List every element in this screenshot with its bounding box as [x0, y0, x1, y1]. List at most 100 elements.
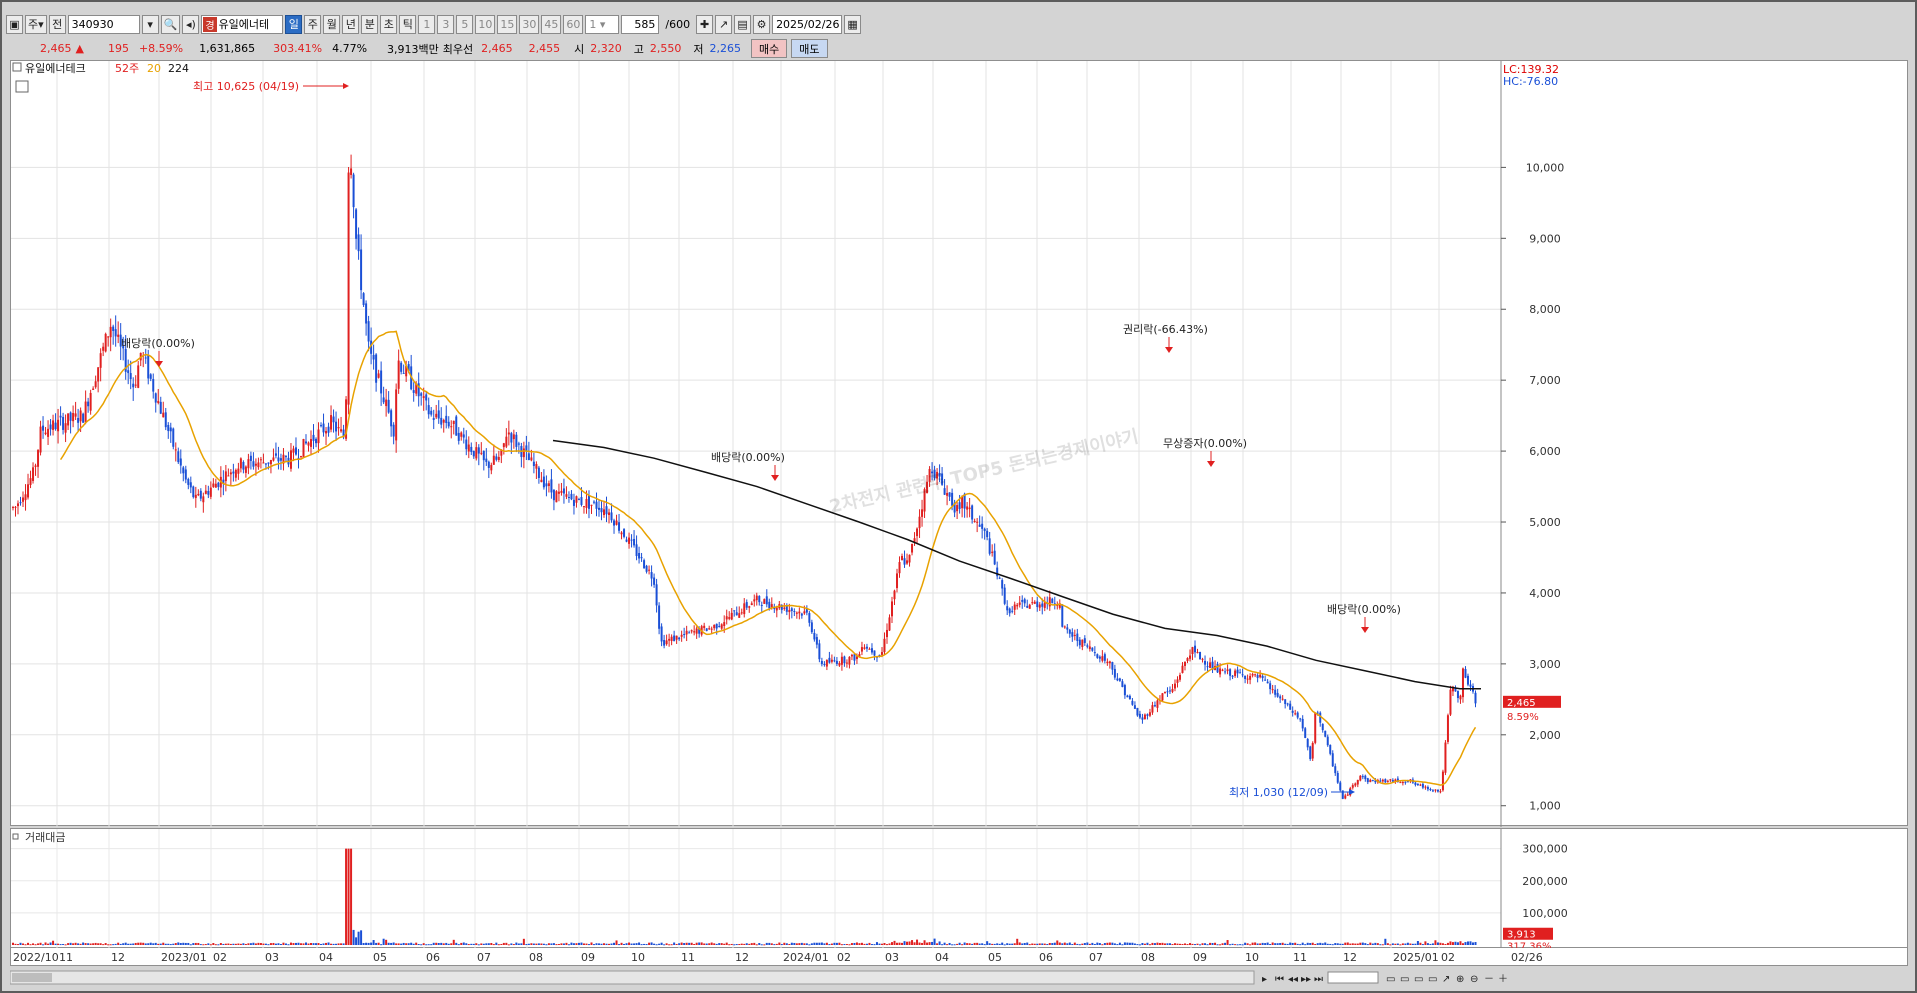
minute-60-button[interactable]: 60: [563, 14, 584, 34]
candle-body: [104, 333, 107, 352]
buy-button[interactable]: 매수: [751, 39, 788, 58]
candle-body: [1254, 674, 1257, 676]
volume-bar: [502, 942, 505, 945]
candle-body: [1416, 783, 1419, 785]
volume-bar: [64, 944, 67, 946]
period-prefix-select[interactable]: 주 ▾: [25, 14, 47, 34]
period-year-button[interactable]: 년: [342, 14, 360, 34]
sell-button[interactable]: 매도: [791, 39, 828, 58]
calendar-icon[interactable]: ▦: [844, 14, 862, 34]
candle-body: [212, 483, 215, 487]
count-input[interactable]: 585: [621, 14, 660, 34]
stock-name-field[interactable]: 경 유일에너테: [201, 14, 284, 34]
volume-bar: [312, 943, 315, 945]
volume-bar: [1204, 943, 1207, 945]
dividend-3-arrow-icon: [1361, 627, 1369, 633]
volume-bar: [936, 943, 939, 945]
x-axis-label: 2025/01: [1393, 951, 1439, 964]
code-dropdown-icon[interactable]: ▾: [141, 14, 159, 34]
volume-bar: [966, 943, 969, 945]
volume-bar: [783, 942, 786, 945]
candle-body: [1351, 785, 1354, 788]
volume-bar: [1436, 942, 1439, 945]
period-week-button[interactable]: 주: [304, 14, 322, 34]
minute-5-button[interactable]: 5: [456, 14, 474, 34]
compare-icon[interactable]: ↗: [715, 14, 733, 34]
volume-bar: [542, 943, 545, 945]
minute-45-button[interactable]: 45: [541, 14, 562, 34]
date-input[interactable]: 2025/02/26: [772, 14, 843, 34]
volume-bar: [1391, 943, 1394, 945]
period-minute-button[interactable]: 분: [361, 14, 379, 34]
tool-icon: ⊖: [1470, 974, 1478, 985]
minute-1-button[interactable]: 1: [418, 14, 436, 34]
volume-bar: [1088, 943, 1091, 945]
candle-body: [1033, 601, 1036, 604]
volume-bar: [740, 943, 743, 945]
volume-bar: [901, 942, 904, 945]
volume-bar: [708, 943, 711, 945]
period-tick-button[interactable]: 틱: [399, 14, 417, 34]
volume-bar: [1191, 943, 1194, 945]
period-month-button[interactable]: 월: [323, 14, 341, 34]
candle-body: [891, 601, 893, 617]
candle-body: [1011, 610, 1014, 612]
candle-body: [1051, 598, 1054, 604]
minute-10-button[interactable]: 10: [475, 14, 496, 34]
candle-body: [1088, 646, 1091, 650]
candle-body: [177, 451, 180, 463]
candle-body: [1444, 742, 1447, 773]
period-second-button[interactable]: 초: [380, 14, 398, 34]
volume-bar: [948, 942, 951, 945]
candle-body: [798, 611, 801, 614]
candle-body: [69, 412, 72, 421]
x-axis-label: 04: [935, 951, 949, 964]
gear-icon[interactable]: ⚙: [753, 14, 771, 34]
volume-bar: [800, 942, 803, 945]
candle-body: [705, 628, 708, 632]
candle-body: [1324, 730, 1327, 737]
minute-3-button[interactable]: 3: [437, 14, 455, 34]
volume-bar: [613, 942, 616, 945]
minute-30-button[interactable]: 30: [519, 14, 540, 34]
candle-body: [577, 498, 580, 500]
scroll-bar[interactable]: ▸ ⏮ ◂◂ ▸▸ ⏭ ▭ ▭ ▭ ▭ ↗ ⊕ ⊖ － ＋: [10, 968, 1908, 988]
volume-bar: [1249, 944, 1252, 946]
volume-bar: [124, 942, 127, 945]
price-chart-panel[interactable]: 10,000 9,000 8,000 7,000 6,000 5,000 4,000 3,00…: [10, 60, 1908, 827]
candle-body: [941, 473, 944, 485]
volume-bar: [610, 943, 613, 945]
stock-code-input[interactable]: 340930: [67, 14, 140, 34]
scope-select[interactable]: 전: [48, 14, 66, 34]
volume-bar: [770, 943, 773, 945]
volume-bar: [104, 943, 107, 945]
candle-body: [1231, 675, 1234, 677]
volume-bar: [1234, 944, 1237, 946]
volume-bar: [352, 929, 355, 945]
candle-body: [1101, 656, 1104, 661]
candle-body: [1359, 775, 1362, 781]
volume-bar: [1274, 943, 1277, 945]
search-icon[interactable]: 🔍: [160, 14, 181, 34]
candle-body: [192, 486, 195, 498]
indicator-icon[interactable]: ✚: [696, 14, 714, 34]
volume-bar: [598, 943, 600, 945]
unit-input[interactable]: 1 ▾: [585, 14, 620, 34]
candle-body: [392, 424, 395, 437]
volume-bar: [69, 942, 72, 945]
minute-15-button[interactable]: 15: [497, 14, 518, 34]
volume-bar: [465, 943, 468, 945]
candle-body: [24, 494, 27, 501]
save-icon[interactable]: ▤: [734, 14, 752, 34]
candle-body: [510, 433, 513, 443]
chart-settings-icon[interactable]: ▣: [6, 14, 23, 34]
candle-body: [535, 464, 538, 469]
volume-bar: [415, 942, 418, 945]
candle-body: [668, 638, 671, 641]
sound-icon[interactable]: ◂): [182, 14, 200, 34]
candle-body: [407, 364, 410, 372]
volume-bar: [1016, 938, 1019, 945]
period-day-button[interactable]: 일: [285, 14, 303, 34]
volume-panel[interactable]: 거래대금 300,000 200,000 100,000 3,913 317.36%: [10, 828, 1908, 949]
candle-body: [1108, 661, 1111, 664]
